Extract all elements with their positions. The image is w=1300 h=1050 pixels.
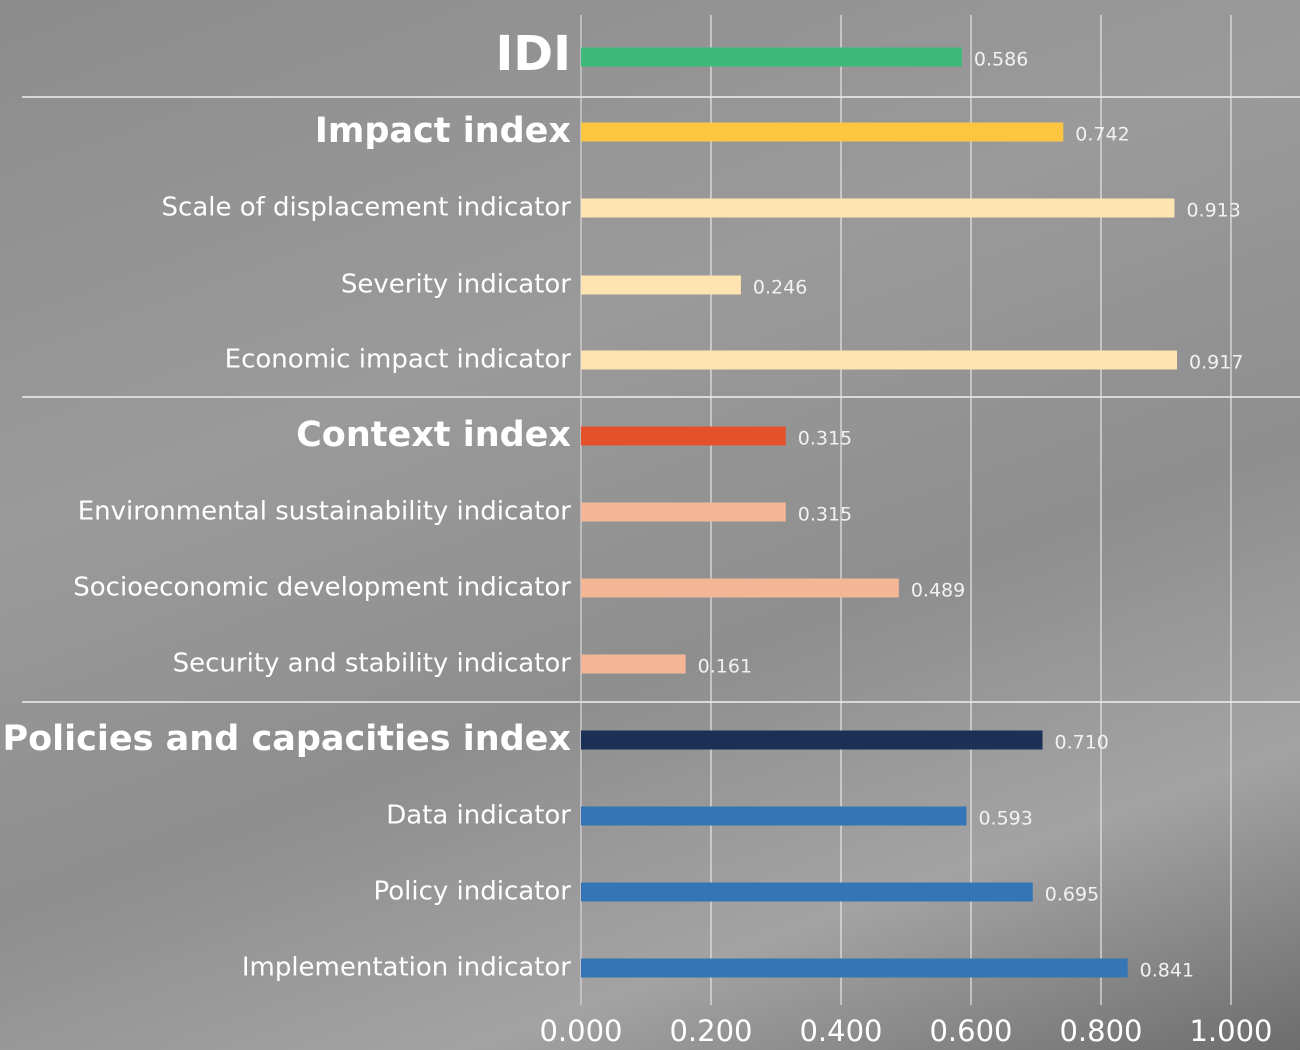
bar [581,198,1175,218]
value-label: 0.742 [1075,124,1129,146]
bar [581,882,1033,902]
category-label: Implementation indicator [242,953,571,983]
category-label: Data indicator [386,801,571,831]
bar [581,47,962,67]
category-label: Context index [296,415,571,455]
bar [581,502,786,522]
x-tick-label: 0.200 [669,1014,752,1048]
value-label: 0.710 [1055,732,1109,754]
bar [581,654,686,674]
value-label: 0.315 [798,504,852,526]
value-label: 0.246 [753,277,807,299]
bar [581,730,1043,750]
bar [581,122,1064,142]
x-tick-label: 0.000 [539,1014,622,1048]
x-tick-label: 1.000 [1189,1014,1272,1048]
value-label: 0.315 [798,428,852,450]
category-label: Economic impact indicator [225,345,572,375]
x-tick-label: 0.800 [1059,1014,1142,1048]
x-tick-label: 0.600 [929,1014,1012,1048]
value-label: 0.917 [1189,352,1243,374]
category-label: Severity indicator [341,270,571,300]
bar [581,958,1128,978]
value-label: 0.695 [1045,884,1099,906]
category-label: Policies and capacities index [2,719,571,759]
value-label: 0.489 [911,580,965,602]
bar [581,806,967,826]
category-label: Socioeconomic development indicator [73,573,571,603]
bar [581,350,1178,370]
value-label: 0.161 [698,656,752,678]
bar [581,426,786,446]
value-label: 0.841 [1140,960,1194,982]
value-label: 0.913 [1186,200,1240,222]
category-label: Policy indicator [373,877,571,907]
x-tick-label: 0.400 [799,1014,882,1048]
category-label: Environmental sustainability indicator [78,497,572,527]
category-label: Impact index [315,111,572,151]
value-label: 0.586 [974,49,1028,71]
bar [581,578,899,598]
category-label: Scale of displacement indicator [162,193,572,223]
bar [581,275,741,295]
category-label: IDI [495,26,571,82]
category-label: Security and stability indicator [173,649,572,679]
value-label: 0.593 [978,808,1032,830]
